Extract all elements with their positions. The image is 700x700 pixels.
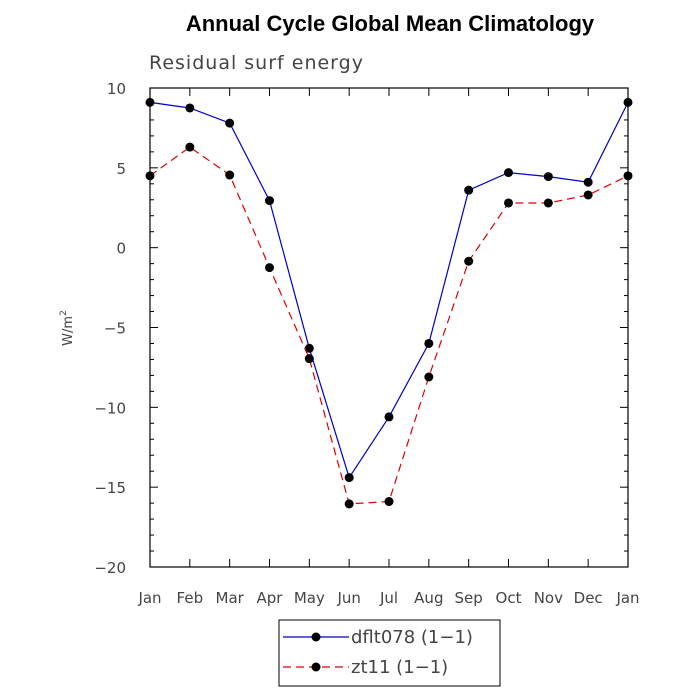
y-tick-label: −5 xyxy=(104,320,126,338)
data-point xyxy=(344,499,354,509)
legend-label: dflt078 (1−1) xyxy=(351,627,473,648)
data-point xyxy=(543,172,553,182)
data-point xyxy=(424,338,434,348)
data-point xyxy=(583,177,593,187)
y-axis-label-superscript: 2 xyxy=(59,310,69,316)
data-point xyxy=(225,118,235,128)
x-tick-label: Jan xyxy=(615,589,639,607)
x-tick-label: Jul xyxy=(379,589,398,607)
y-tick-label: 5 xyxy=(116,160,126,178)
x-tick-label: Jan xyxy=(137,589,161,607)
series-2 xyxy=(145,142,633,509)
data-point xyxy=(225,170,235,180)
data-point xyxy=(384,412,394,422)
data-point xyxy=(464,185,474,195)
y-tick-label: −20 xyxy=(94,559,126,577)
x-tick-label: Aug xyxy=(414,589,443,607)
series-line xyxy=(149,146,629,505)
y-axis-label: W/m2 xyxy=(59,310,76,346)
data-point xyxy=(543,198,553,208)
data-point xyxy=(344,473,354,483)
y-tick-label: −15 xyxy=(94,479,126,497)
data-point xyxy=(265,263,274,273)
axis-ticks xyxy=(149,87,629,568)
x-tick-label: Nov xyxy=(534,589,563,607)
data-point xyxy=(504,168,513,178)
series-layer xyxy=(145,97,633,509)
data-point xyxy=(265,196,274,206)
chart-subtitle: Residual surf energy xyxy=(149,52,364,74)
data-point xyxy=(384,497,394,507)
svg-text:W/m2: W/m2 xyxy=(59,310,76,346)
legend-item: zt11 (1−1) xyxy=(283,657,448,678)
x-tick-label: Oct xyxy=(496,589,522,607)
data-point xyxy=(185,142,195,152)
plot-frame xyxy=(149,87,629,568)
legend-item: dflt078 (1−1) xyxy=(283,627,473,648)
chart-title: Annual Cycle Global Mean Climatology xyxy=(186,11,595,36)
legend-label: zt11 (1−1) xyxy=(351,657,448,678)
data-point xyxy=(424,372,434,382)
legend-marker xyxy=(311,632,321,642)
x-tick-label: Feb xyxy=(177,589,204,607)
y-tick-label: −10 xyxy=(94,399,126,417)
x-tick-label: Apr xyxy=(257,589,284,607)
data-point xyxy=(304,354,314,364)
tick-labels: Jan Feb Mar Apr May Jun Jul Aug Sep Oct Nov Dec Jan−… xyxy=(94,80,639,607)
y-tick-label: 10 xyxy=(107,80,126,98)
x-tick-label: Dec xyxy=(574,589,603,607)
x-tick-label: Mar xyxy=(216,589,245,607)
x-tick-label: May xyxy=(294,589,325,607)
legend-box xyxy=(278,619,501,687)
legend-marker xyxy=(311,662,321,672)
x-tick-label: Sep xyxy=(455,589,483,607)
data-point xyxy=(185,103,195,113)
x-tick-label: Jun xyxy=(336,589,360,607)
legend: dflt078 (1−1) zt11 (1−1) xyxy=(278,619,501,687)
data-point xyxy=(304,343,314,353)
data-point xyxy=(504,198,513,208)
y-axis-label-text: W/m xyxy=(61,316,76,346)
data-point xyxy=(583,190,593,200)
data-point xyxy=(464,256,474,266)
series-1 xyxy=(145,97,633,483)
y-tick-label: 0 xyxy=(116,240,126,258)
